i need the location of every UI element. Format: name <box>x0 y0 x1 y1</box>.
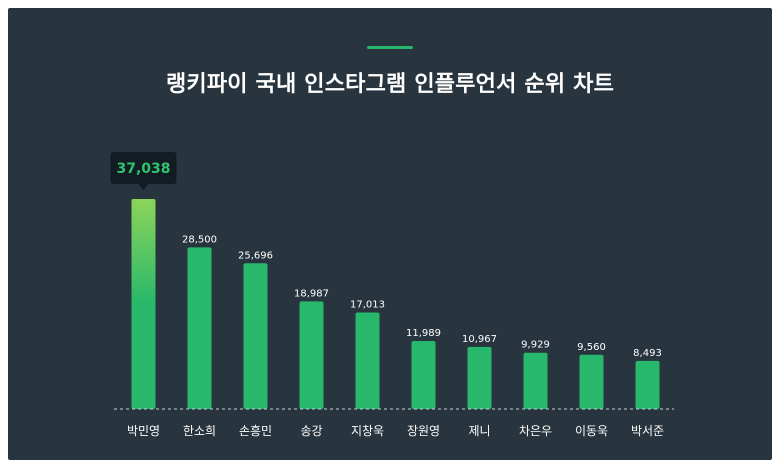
value-tooltip <box>110 152 177 184</box>
tooltip-pointer <box>138 184 149 190</box>
bar-2 <box>187 247 212 409</box>
bar-8 <box>523 352 548 409</box>
category-label-7: 제니 <box>468 424 490 438</box>
category-label-1: 박민영 <box>127 424 160 438</box>
bar-10 <box>635 360 660 409</box>
bar-6 <box>411 341 436 409</box>
category-label-2: 한소희 <box>183 424 216 438</box>
category-label-4: 송강 <box>300 424 322 438</box>
category-label-6: 장원영 <box>407 424 440 438</box>
category-label-8: 차은우 <box>519 424 552 438</box>
title-accent-line <box>367 46 413 49</box>
bar-7 <box>467 346 492 409</box>
category-label-5: 지창욱 <box>351 424 384 438</box>
data-label-8: 9,929 <box>521 340 550 351</box>
data-label-1: 37,038 <box>116 161 170 177</box>
category-label-3: 손흥민 <box>239 424 272 438</box>
data-label-7: 10,967 <box>462 334 497 345</box>
chart-card: 랭키파이 국내 인스타그램 인플루언서 순위 차트 37,038 박민영 28,50… <box>8 8 772 460</box>
bar-3 <box>243 263 268 409</box>
data-label-6: 11,989 <box>406 328 441 339</box>
data-label-9: 9,560 <box>577 342 606 353</box>
bar-9 <box>579 354 604 409</box>
data-label-4: 18,987 <box>294 288 329 299</box>
bar-4 <box>299 301 324 409</box>
data-label-2: 28,500 <box>182 234 217 245</box>
category-label-10: 박서준 <box>631 424 664 438</box>
bar-chart: 37,038 박민영 28,500 한소희 25,696 손흥민 18,987 송강 17,01… <box>110 152 674 438</box>
bar-5 <box>355 312 380 409</box>
category-label-9: 이동욱 <box>575 424 608 438</box>
data-label-10: 8,493 <box>633 348 662 359</box>
bar-1 <box>131 199 156 409</box>
data-label-3: 25,696 <box>238 250 273 261</box>
data-label-5: 17,013 <box>350 300 385 311</box>
chart-title: 랭키파이 국내 인스타그램 인플루언서 순위 차트 <box>165 72 615 97</box>
